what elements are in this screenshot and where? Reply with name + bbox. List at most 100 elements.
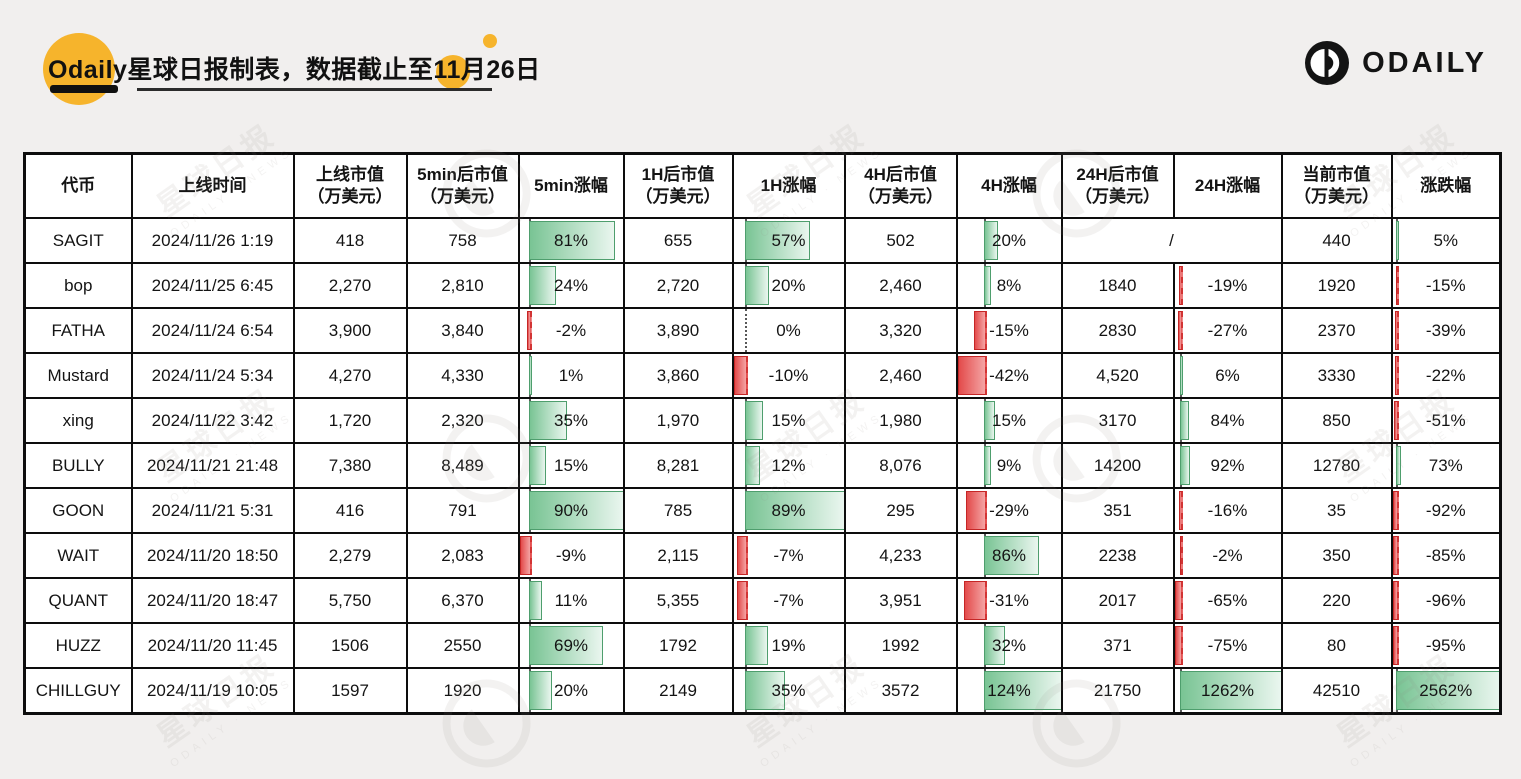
- col-header-chg_5min: 5min涨幅: [517, 152, 625, 219]
- percent-value: 81%: [553, 230, 589, 250]
- positive-databar: [528, 581, 543, 620]
- databar-cell: 86%: [959, 535, 1060, 576]
- databar-cell: 2562%: [1394, 669, 1499, 712]
- cell-launch_mc: 418: [292, 217, 408, 264]
- odaily-logo-icon: [1305, 41, 1350, 85]
- cell-launch_mc: 2,279: [292, 532, 408, 579]
- negative-databar: [1393, 581, 1400, 620]
- percent-value: 20%: [991, 230, 1027, 250]
- cell-mc_1h: 785: [622, 487, 734, 534]
- databar-cell: 12%: [735, 445, 843, 486]
- negative-databar: [526, 311, 532, 350]
- negative-databar: [964, 581, 987, 620]
- positive-databar: [528, 491, 622, 530]
- cell-mc_1h: 5,355: [622, 577, 734, 624]
- cell-mc_5min: 3,840: [405, 307, 520, 354]
- databar-cell: 1262%: [1176, 669, 1280, 712]
- odaily-logo-text: ODAILY: [1362, 46, 1487, 79]
- cell-chg_24h: 1262%: [1172, 667, 1283, 715]
- cell-token: SAGIT: [23, 217, 133, 264]
- table-row-WAIT: WAIT 2024/11/20 18:50 2,279 2,083 -9% 2,115 -7…: [23, 532, 1502, 579]
- databar-cell: -27%: [1176, 310, 1280, 351]
- cell-mc_4h: 2,460: [843, 262, 958, 309]
- cell-chg_4h: 20%: [955, 217, 1063, 264]
- databar-cell: 8%: [959, 265, 1060, 306]
- percent-value: 73%: [1428, 455, 1463, 475]
- positive-databar: [983, 401, 995, 440]
- cell-mc_5min: 6,370: [405, 577, 520, 624]
- cell-chg_4h: 15%: [955, 397, 1063, 444]
- databar-cell: 15%: [735, 400, 843, 441]
- databar-cell: -2%: [521, 310, 622, 351]
- cell-chg_24h: -27%: [1172, 307, 1283, 354]
- decor-yellow-circle-large: [43, 33, 115, 105]
- positive-databar: [983, 626, 1006, 665]
- cell-mc_24h: 14200: [1060, 442, 1175, 489]
- token-data-table: 代币 上线时间 上线市值 （万美元） 5min后市值 （万美元） 5min涨幅 1H后市值 （万…: [23, 152, 1502, 715]
- databar-cell: -96%: [1393, 580, 1499, 621]
- percent-value: 15%: [553, 455, 589, 475]
- cell-mc_4h: 1,980: [843, 397, 958, 444]
- cell-chg_4h: -15%: [955, 307, 1063, 354]
- percent-value: 9%: [996, 455, 1022, 475]
- negative-databar: [736, 581, 748, 620]
- title-underline-thin: [137, 88, 492, 91]
- percent-value: 86%: [991, 545, 1027, 565]
- cell-mc_4h: 2,460: [843, 352, 958, 399]
- databar-axis: [744, 310, 747, 351]
- percent-value: 69%: [553, 635, 589, 655]
- cell-chg_5min: 11%: [517, 577, 625, 624]
- cell-token: xing: [23, 397, 133, 444]
- databar-cell: -85%: [1393, 535, 1499, 576]
- cell-chg_4h: -29%: [955, 487, 1063, 534]
- databar-cell: -2%: [1176, 535, 1280, 576]
- cell-mc_1h: 1792: [622, 622, 734, 669]
- positive-databar: [744, 491, 843, 530]
- databar-cell: -95%: [1393, 625, 1499, 666]
- percent-value: 32%: [991, 635, 1027, 655]
- databar-cell: -42%: [958, 355, 1060, 396]
- cell-mc_24h: 4,520: [1060, 352, 1175, 399]
- cell-chg_total: 2562%: [1390, 667, 1502, 715]
- databar-cell: -65%: [1175, 580, 1280, 621]
- cell-chg_4h: -31%: [955, 577, 1063, 624]
- databar-cell: 35%: [521, 400, 622, 441]
- table-row-FATHA: FATHA 2024/11/24 6:54 3,900 3,840 -2% 3,890 0%…: [23, 307, 1502, 354]
- cell-chg_5min: 81%: [517, 217, 625, 264]
- cell-listed_at: 2024/11/22 3:42: [130, 397, 295, 444]
- cell-mc_24h: 21750: [1060, 667, 1175, 715]
- positive-databar: [744, 626, 768, 665]
- cell-chg_24h: 84%: [1172, 397, 1283, 444]
- cell-chg_1h: -10%: [731, 352, 846, 399]
- page-title: Odaily星球日报制表，数据截止至11月26日: [48, 56, 541, 84]
- percent-value: -95%: [1425, 635, 1466, 655]
- percent-value: -15%: [989, 320, 1029, 340]
- cell-mc_5min: 791: [405, 487, 520, 534]
- databar-cell: 0%: [735, 310, 843, 351]
- negative-databar: [1394, 311, 1400, 350]
- col-header-chg_total: 涨跌幅: [1390, 152, 1502, 219]
- databar-cell: -10%: [734, 355, 843, 396]
- percent-value: -15%: [1425, 275, 1466, 295]
- cell-chg_5min: 1%: [517, 352, 625, 399]
- percent-value: 57%: [771, 230, 806, 250]
- cell-chg_4h: 86%: [955, 532, 1063, 579]
- table-row-xing: xing 2024/11/22 3:42 1,720 2,320 35% 1,970 15%…: [23, 397, 1502, 444]
- cell-launch_mc: 5,750: [292, 577, 408, 624]
- positive-databar: [528, 626, 603, 665]
- cell-chg_24h: -75%: [1172, 622, 1283, 669]
- databar-cell: 32%: [959, 625, 1060, 666]
- negative-databar: [1393, 626, 1400, 665]
- col-header-listed_at: 上线时间: [130, 152, 295, 219]
- cell-listed_at: 2024/11/20 11:45: [130, 622, 295, 669]
- cell-listed_at: 2024/11/21 21:48: [130, 442, 295, 489]
- cell-chg_total: -96%: [1390, 577, 1502, 624]
- cell-mc_5min: 2,083: [405, 532, 520, 579]
- percent-value: 20%: [771, 275, 806, 295]
- databar-cell: 1%: [521, 355, 622, 396]
- databar-cell: 73%: [1394, 445, 1499, 486]
- cell-mc_1h: 3,890: [622, 307, 734, 354]
- percent-value: -31%: [989, 590, 1029, 610]
- table-row-Mustard: Mustard 2024/11/24 5:34 4,270 4,330 1% 3,860 -…: [23, 352, 1502, 399]
- percent-value: 20%: [553, 680, 589, 700]
